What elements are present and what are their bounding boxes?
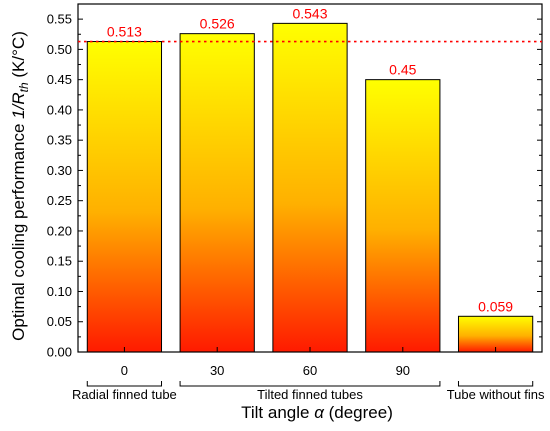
y-tick-label-1: 0.05 [47, 314, 72, 329]
x-tick-label-1: 30 [210, 363, 224, 378]
x-axis-title-symbol: α [314, 403, 325, 422]
y-tick-label-0: 0.00 [47, 345, 72, 360]
y-axis-title: Optimal cooling performance 1/Rth (K/°C) [9, 31, 31, 341]
x-axis-title: Tilt angle α (degree) [241, 403, 393, 422]
group-label-0: Radial finned tube [72, 387, 177, 402]
y-tick-label-6: 0.30 [47, 163, 72, 178]
bar-value-label-2: 0.543 [292, 5, 327, 21]
bar-value-label-4: 0.059 [478, 298, 513, 314]
group-bracket-0 [86, 381, 163, 387]
x-tick-label-3: 90 [396, 363, 410, 378]
bar-value-label-1: 0.526 [200, 16, 235, 32]
y-axis-title-unit: (K/°C) [9, 31, 28, 82]
y-tick-label-7: 0.35 [47, 133, 72, 148]
y-tick-label-5: 0.25 [47, 193, 72, 208]
y-tick-label-9: 0.45 [47, 72, 72, 87]
x-axis-title-main: Tilt angle [241, 403, 314, 422]
bar-value-label-0: 0.513 [107, 24, 142, 40]
bar-0 [86, 41, 163, 353]
y-tick-label-11: 0.55 [47, 12, 72, 27]
y-axis-title-symbol: 1/R [9, 92, 28, 118]
bar-4 [457, 315, 534, 353]
y-tick-label-3: 0.15 [47, 254, 72, 269]
y-axis-title-sub: th [17, 82, 31, 92]
y-tick-label-2: 0.10 [47, 284, 72, 299]
bar-1 [179, 33, 255, 353]
y-axis-title-main: Optimal cooling performance [9, 119, 28, 341]
x-axis-title-unit: (degree) [324, 403, 393, 422]
group-bracket-2 [457, 381, 534, 387]
bars-layer [86, 22, 534, 353]
axes-layer: 0.00 0.05 0.10 0.15 0.20 0.25 0.30 0.35 0.40 0.45… [47, 3, 545, 402]
labels-layer: 0.513 0.526 0.543 0.45 0.059 [78, 5, 542, 314]
bar-3 [365, 79, 441, 353]
y-tick-label-10: 0.50 [47, 42, 72, 57]
y-tick-label-4: 0.20 [47, 223, 72, 238]
bar-value-label-3: 0.45 [389, 62, 416, 78]
x-tick-label-0: 0 [121, 363, 128, 378]
y-tick-label-8: 0.40 [47, 102, 72, 117]
group-label-2: Tube without fins [447, 387, 545, 402]
group-bracket-1 [179, 381, 441, 387]
bar-2 [272, 22, 348, 353]
group-label-1: Tilted finned tubes [257, 387, 363, 402]
x-tick-label-2: 60 [303, 363, 317, 378]
